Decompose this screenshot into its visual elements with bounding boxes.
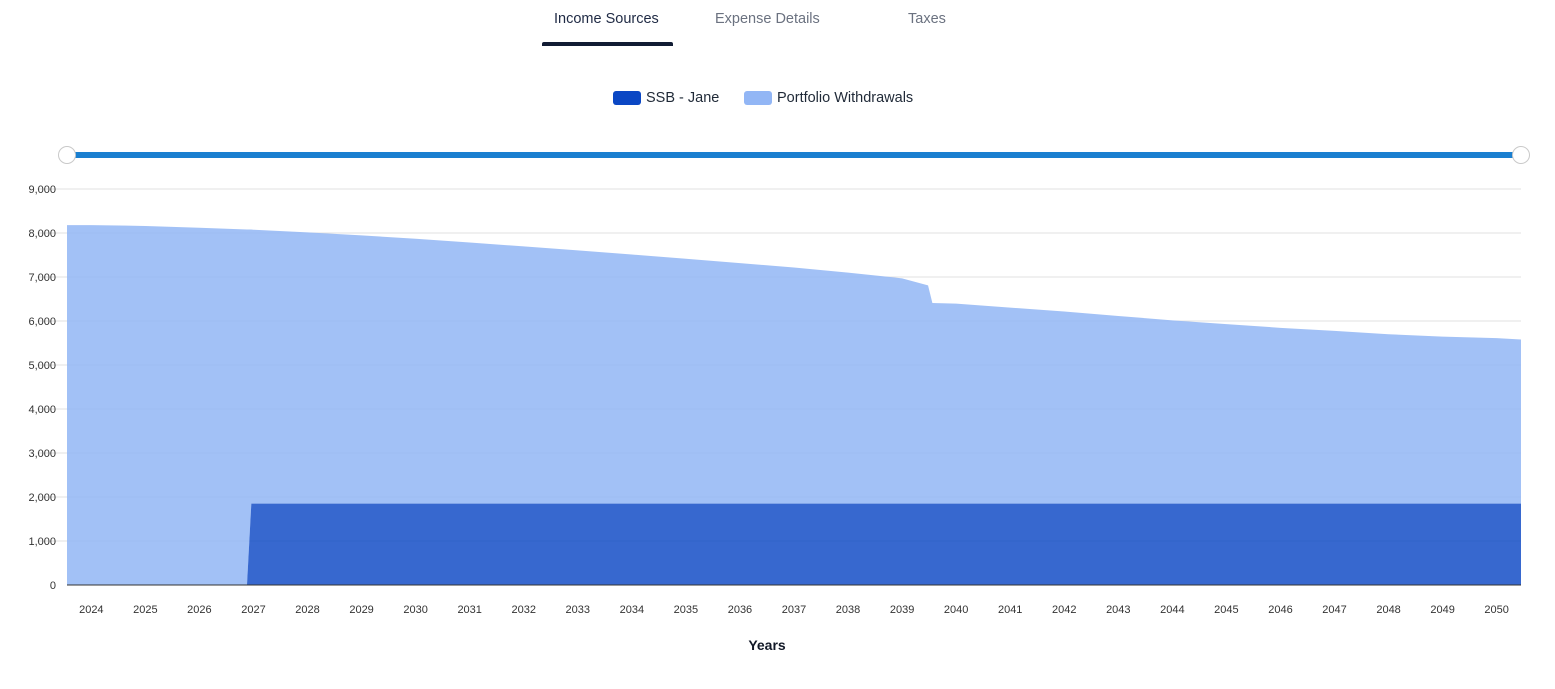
range-handle-end[interactable] [1512, 146, 1530, 164]
y-tick-label: 4,000 [28, 404, 56, 416]
active-tab-indicator [542, 42, 673, 46]
x-tick-label: 2036 [728, 604, 752, 616]
x-tick-label: 2029 [349, 604, 373, 616]
x-tick-label: 2031 [457, 604, 481, 616]
x-tick-label: 2044 [1160, 604, 1184, 616]
x-tick-label: 2039 [890, 604, 914, 616]
y-tick-label: 9,000 [28, 184, 56, 196]
tab-bar: Income Sources Expense Details Taxes [0, 0, 1555, 46]
x-tick-label: 2032 [511, 604, 535, 616]
x-tick-label: 2047 [1322, 604, 1346, 616]
x-tick-label: 2027 [241, 604, 265, 616]
x-tick-label: 2025 [133, 604, 157, 616]
y-tick-label: 7,000 [28, 272, 56, 284]
x-tick-label: 2034 [620, 604, 644, 616]
area-ssb-jane[interactable] [67, 503, 1521, 585]
y-tick-label: 6,000 [28, 316, 56, 328]
x-tick-label: 2046 [1268, 604, 1292, 616]
tab-taxes[interactable]: Taxes [908, 11, 946, 27]
x-tick-label: 2041 [998, 604, 1022, 616]
x-tick-label: 2024 [79, 604, 103, 616]
x-tick-label: 2048 [1376, 604, 1400, 616]
area-portfolio-withdrawals[interactable] [67, 225, 1521, 585]
legend-label-portfolio-withdrawals: Portfolio Withdrawals [777, 90, 914, 106]
x-tick-label: 2033 [566, 604, 590, 616]
x-tick-label: 2040 [944, 604, 968, 616]
x-axis: 2024 2025 2026 2027 2028 2029 2030 2031 2032 2033… [79, 604, 1509, 616]
x-tick-label: 2026 [187, 604, 211, 616]
x-tick-label: 2049 [1430, 604, 1454, 616]
x-tick-label: 2045 [1214, 604, 1238, 616]
year-range-slider[interactable] [58, 144, 1530, 166]
tab-expense-details[interactable]: Expense Details [715, 11, 820, 27]
legend-label-ssb-jane: SSB - Jane [646, 90, 720, 106]
range-handle-start[interactable] [58, 146, 76, 164]
y-tick-label: 3,000 [28, 448, 56, 460]
range-slider-track[interactable] [68, 152, 1520, 158]
x-tick-label: 2028 [295, 604, 319, 616]
x-tick-label: 2042 [1052, 604, 1076, 616]
y-axis: 0 1,000 2,000 3,000 4,000 5,000 6,000 7,000 8,00… [28, 184, 56, 592]
x-tick-label: 2043 [1106, 604, 1130, 616]
y-tick-label: 5,000 [28, 360, 56, 372]
legend-swatch-portfolio-withdrawals [744, 91, 772, 105]
chart-legend: SSB - Jane Portfolio Withdrawals [0, 88, 1555, 108]
legend-item-portfolio-withdrawals[interactable]: Portfolio Withdrawals [744, 88, 913, 108]
x-tick-label: 2030 [403, 604, 427, 616]
tab-income-sources[interactable]: Income Sources [554, 11, 659, 27]
chart-areas [67, 225, 1521, 585]
legend-item-ssb-jane[interactable]: SSB - Jane [613, 88, 719, 108]
x-tick-label: 2037 [782, 604, 806, 616]
x-tick-label: 2050 [1484, 604, 1508, 616]
x-axis-title: Years [748, 637, 786, 653]
y-tick-label: 1,000 [28, 536, 56, 548]
y-tick-label: 8,000 [28, 228, 56, 240]
x-tick-label: 2038 [836, 604, 860, 616]
x-tick-label: 2035 [674, 604, 698, 616]
y-tick-label: 0 [50, 580, 56, 592]
y-tick-label: 2,000 [28, 492, 56, 504]
legend-swatch-ssb-jane [613, 91, 641, 105]
